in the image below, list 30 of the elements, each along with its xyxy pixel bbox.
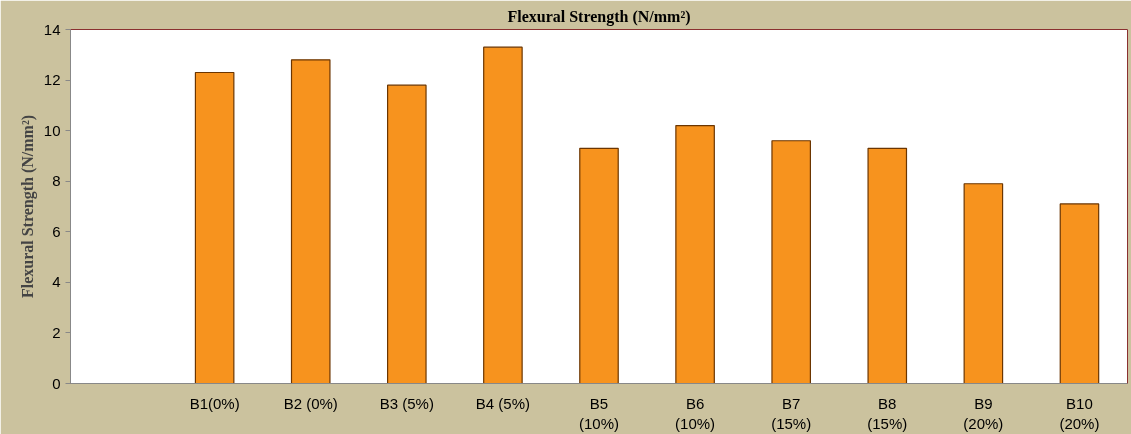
- x-tick-label: B10 (20%): [1059, 394, 1100, 432]
- y-tick-label: 6: [52, 222, 61, 240]
- bar: [290, 59, 331, 384]
- x-tick-label: B3 (5%): [379, 394, 434, 412]
- bar: [579, 147, 619, 384]
- y-tick-label: 14: [43, 20, 61, 38]
- bar: [963, 183, 1004, 384]
- bar: [387, 84, 427, 384]
- x-tick-label: B4 (5%): [475, 394, 531, 412]
- bar: [1059, 203, 1100, 384]
- x-tick-label: B7 (15%): [771, 394, 812, 432]
- bar: [867, 147, 908, 384]
- y-tick-label: 4: [52, 273, 61, 291]
- y-tick-label: 10: [43, 121, 61, 139]
- x-tick-label: B2 (0%): [283, 394, 338, 412]
- x-tick-label: B9 (20%): [963, 394, 1004, 432]
- y-tick-label: 2: [52, 323, 61, 341]
- bar: [194, 71, 235, 384]
- chart-title: Flexural Strength (N/mm²): [507, 7, 691, 26]
- y-tick-label: 0: [52, 374, 61, 392]
- x-tick-label: B5 (10%): [578, 394, 620, 432]
- bar: [675, 124, 715, 384]
- x-tick-label: B8 (15%): [867, 394, 908, 432]
- bar: [771, 140, 811, 384]
- y-tick-label: 8: [52, 172, 61, 190]
- y-tick-label: 12: [43, 71, 61, 89]
- x-tick-label: B1(0%): [189, 394, 240, 412]
- y-axis-title: Flexural Strength (N/mm²): [18, 114, 37, 299]
- x-tick-label: B6 (10%): [675, 394, 716, 432]
- bar: [483, 46, 523, 384]
